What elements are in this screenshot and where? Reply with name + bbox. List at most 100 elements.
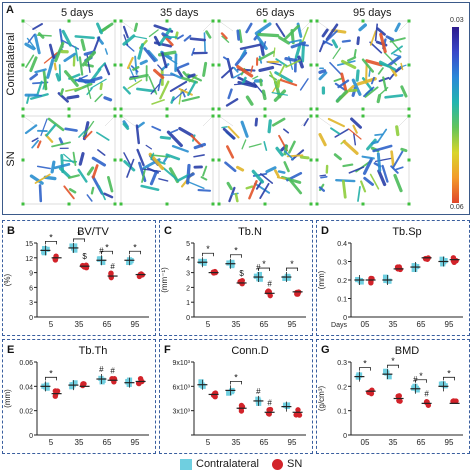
point-contralateral-E [44,385,50,391]
y-tick-label-B: 6 [29,285,33,292]
x-tick-label-D: 95 [445,320,454,329]
column-header-95-days: 95 days [353,7,392,19]
x-tick-label-B: 95 [131,320,140,329]
x-tick-label-F: 65 [260,438,269,447]
significance-mark-B: * [133,242,137,252]
bone-scan-r1-c0 [21,114,117,206]
point-contralateral-B [96,256,103,262]
y-tick-label-B: 12 [25,256,33,263]
chart-tb-sp: D Tb.Sp 0 0.1 0.2 0.3 0.4 (mm) 05 35 65 95 Days [316,220,470,336]
point-sn-C [265,288,272,294]
significance-mark-C: $ [239,269,244,278]
significance-mark-C: * [234,246,238,256]
bone-scan-grid [21,19,411,206]
y-tick-label-G: 0 [343,433,347,440]
x-tick-label-C: 35 [232,320,241,329]
significance-mark-F: # [256,387,261,396]
point-sn-F [295,407,301,413]
chart-title-F: Conn.D [231,345,268,357]
significance-mark-B: * [77,230,81,240]
point-sn-E [136,380,142,387]
significance-mark-G: * [419,371,423,381]
y-tick-label-E: 0.04 [19,384,33,391]
bone-scan-r1-c1 [119,114,215,206]
y-tick-label-F: 6x10³ [172,384,190,391]
y-tick-label-B: 0 [29,315,33,322]
x-tick-label-B: 65 [103,320,112,329]
point-sn-D [423,256,429,262]
point-contralateral-B [41,250,47,256]
point-contralateral-D [411,266,417,272]
significance-bracket-B [45,241,57,245]
point-contralateral-C [198,258,204,264]
y-tick-label-F: 9x10³ [172,360,190,367]
significance-mark-C: * [290,259,294,269]
panel-label-B: B [7,225,15,237]
significance-mark-B: * [105,242,109,252]
x-tick-label-F: 95 [288,438,297,447]
y-tick-label-F: 3x10³ [172,409,190,416]
chart-bmd: G BMD 0 0.1 0.2 0.3 (g/cm³) 05 35 65 95 * * # * # * [316,339,470,454]
y-axis-label-C: (mm⁻¹) [160,267,169,293]
significance-mark-E: # [99,365,104,374]
y-tick-label-G: 0.1 [337,409,347,416]
y-tick-label-B: 15 [25,241,33,248]
significance-mark-C: # [267,279,272,288]
point-contralateral-C [256,276,262,282]
y-tick-label-C: 0 [186,315,190,322]
y-tick-label-C: 5 [186,241,190,248]
bone-scan-r0-c3 [315,19,411,111]
point-contralateral-D [358,279,364,285]
y-tick-label-C: 1 [186,300,190,307]
significance-mark-C: # [256,263,261,272]
x-tick-label-D: 65 [417,320,426,329]
point-contralateral-G [411,385,417,391]
y-axis-label-D: (mm) [317,270,326,289]
axes-B [36,243,149,318]
chart-title-C: Tb.N [238,226,262,238]
chart-bv-tv: B BV/TV 0 3 6 9 12 15 (%) 5 35 65 95 * * $ * # # * [2,220,156,336]
point-contralateral-G [414,387,420,393]
significance-mark-B: $ [82,252,87,261]
x-tick-label-C: 65 [260,320,269,329]
significance-mark-G: # [424,389,429,398]
significance-mark-F: # [267,398,272,407]
significance-mark-G: * [447,368,451,378]
point-contralateral-F [255,396,261,402]
x-tick-label-E: 35 [75,438,84,447]
point-sn-E [54,388,61,394]
point-sn-G [396,393,402,399]
legend-swatch-contralateral [180,459,192,470]
x-tick-label-E: 5 [49,438,54,447]
point-sn-B [83,262,89,268]
significance-mark-F: * [234,372,238,382]
bone-scan-r0-c1 [119,19,215,111]
point-contralateral-C [284,273,290,279]
significance-bracket-B [129,250,141,255]
panel-label-C: C [164,225,172,237]
chart-title-G: BMD [395,345,420,357]
y-tick-label-C: 3 [186,271,190,278]
point-sn-F [296,412,303,418]
significance-mark-B: * [49,232,53,242]
significance-mark-G: * [363,359,367,369]
chart-conn-d: F Conn.D 3x10³ 6x10³ 9x10³ 5 35 65 95 * # # [159,339,313,454]
point-contralateral-E [125,378,131,385]
x-tick-label-G: 95 [445,438,454,447]
point-contralateral-G [386,374,392,380]
significance-bracket-G [443,376,455,381]
significance-mark-C: * [262,259,266,269]
chart-title-E: Tb.Th [79,345,108,357]
y-tick-label-D: 0.1 [337,297,347,304]
legend: Contralateral SN [0,456,474,474]
x-tick-label-G: 65 [417,438,426,447]
panel-a-label: A [6,4,14,16]
x-tick-label-B: 5 [49,320,54,329]
chart-svg-F: F Conn.D 3x10³ 6x10³ 9x10³ 5 35 65 95 * # # [164,344,306,447]
point-contralateral-D [440,261,446,267]
point-contralateral-E [44,382,50,388]
panel-a: A 5 days 35 days 65 days 95 days Contral… [2,2,470,215]
significance-bracket-E [45,376,57,381]
x-tick-label-F: 5 [206,438,211,447]
